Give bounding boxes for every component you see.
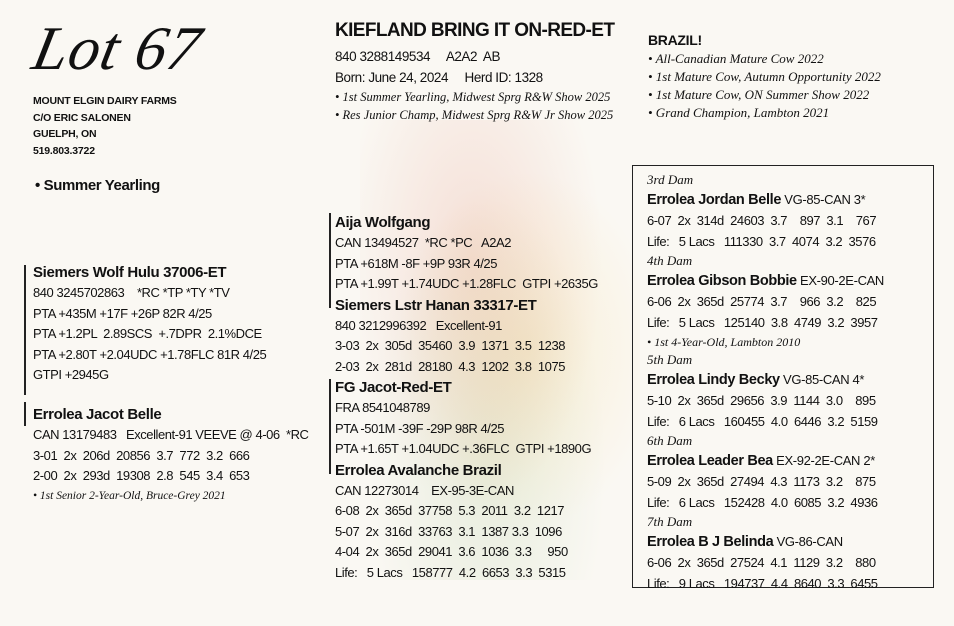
consignor-name: MOUNT ELGIN DAIRY FARMS — [33, 95, 177, 107]
dam-line: 6-08 2x 365d 37758 5.3 2011 3.2 1217 — [335, 503, 565, 518]
ds-sire-line: PTA +1.65T +1.04UDC +.36FLC GTPI +1890G — [335, 441, 592, 456]
sire-dam-award: • 1st Senior 2-Year-Old, Bruce-Grey 2021 — [33, 489, 226, 502]
dam-score: VG-85-CAN 4* — [779, 372, 865, 387]
dam-line: 4-04 2x 365d 29041 3.6 1036 3.3 950 — [335, 544, 568, 559]
dam-score: VG-85-CAN 3* — [781, 192, 866, 207]
dam-name: Errolea Leader Bea — [647, 453, 773, 469]
ss-sire-line: PTA +1.99T +1.74UDC +1.28FLC GTPI +2635G — [335, 276, 598, 291]
consignor-city: GUELPH, ON — [33, 128, 97, 140]
pedigree-bracket — [329, 213, 331, 308]
ss-sire-name: Aija Wolfgang — [335, 214, 431, 231]
sire-dam-line: 3-01 2x 206d 20856 3.7 772 3.2 666 — [33, 447, 250, 463]
dam-line: 5-07 2x 316d 33763 3.1 1387 3.3 1096 — [335, 523, 562, 539]
sire-block: Siemers Wolf Hulu 37006-ET 840 324570286… — [33, 262, 267, 386]
dam-family: 3rd Dam Errolea Jordan Belle VG-85-CAN 3… — [647, 171, 884, 594]
dam-record: 6-07 2x 314d 24603 3.7 897 3.1 767 — [647, 213, 877, 228]
animal-name: KIEFLAND BRING IT ON-RED-ET — [335, 20, 615, 41]
dam-award: • 1st Mature Cow, ON Summer Show 2022 — [648, 87, 870, 102]
dam-record: 6-06 2x 365d 27524 4.1 1129 3.2 880 — [647, 555, 876, 570]
sire-line: PTA +2.80T +2.04UDC +1.78FLC 81R 4/25 — [33, 346, 267, 362]
animal-id: 840 3288149534 A2A2 AB — [335, 49, 501, 64]
ds-sire-line: FRA 8541048789 — [335, 400, 430, 415]
dam-name: Errolea Gibson Bobbie — [647, 273, 797, 289]
consignor-phone: 519.803.3722 — [33, 144, 95, 157]
dam-awards-title: BRAZIL! — [648, 32, 702, 48]
animal-info: 840 3288149534 A2A2 AB Born: June 24, 20… — [335, 47, 613, 124]
pedigree-bracket — [329, 379, 331, 474]
sire-name: Siemers Wolf Hulu 37006-ET — [33, 264, 227, 281]
dam-record: 5-09 2x 365d 27494 4.3 1173 3.2 875 — [647, 474, 876, 489]
sire-dam-line: CAN 13179483 Excellent-91 VEEVE @ 4-06 *… — [33, 427, 309, 442]
category: • Summer Yearling — [35, 177, 160, 194]
dam-record: 6-06 2x 365d 25774 3.7 966 3.2 825 — [647, 294, 877, 309]
ss-dam-line: 2-03 2x 281d 28180 4.3 1202 3.8 1075 — [335, 358, 566, 374]
dam-name: Errolea B J Belinda — [647, 534, 774, 550]
animal-born: Born: June 24, 2024 Herd ID: 1328 — [335, 69, 543, 85]
ss-dam-line: 3-03 2x 305d 35460 3.9 1371 3.5 1238 — [335, 338, 566, 353]
ss-dam-line: 840 3212996392 Excellent-91 — [335, 317, 502, 333]
consignor-contact: C/O ERIC SALONEN — [33, 111, 131, 124]
dam-award: • Grand Champion, Lambton 2021 — [648, 105, 830, 120]
dam-name: Errolea Jordan Belle — [647, 192, 782, 208]
dam-score: VG-86-CAN — [773, 534, 844, 549]
ds-sire-name: FG Jacot-Red-ET — [335, 379, 452, 396]
dam-label: 6th Dam — [647, 433, 693, 448]
ss-sire-line: CAN 13494527 *RC *PC A2A2 — [335, 235, 512, 250]
dam-lifetime: Life: 5 Lacs 125140 3.8 4749 3.2 3957 — [647, 314, 878, 330]
middle-pedigree: Aija Wolfgang CAN 13494527 *RC *PC A2A2 … — [335, 212, 598, 583]
dam-awards: BRAZIL! • All-Canadian Mature Cow 2022 •… — [648, 32, 881, 122]
pedigree-bracket — [24, 402, 26, 426]
dam-label: 4th Dam — [647, 253, 693, 268]
sire-dam-line: 2-00 2x 293d 19308 2.8 545 3.4 653 — [33, 468, 250, 483]
dam-score: EX-90-2E-CAN — [796, 273, 884, 288]
sire-line: GTPI +2945G — [33, 367, 109, 382]
dam-lifetime: Life: 6 Lacs 160455 4.0 6446 3.2 5159 — [647, 413, 878, 429]
dam-name: Errolea Lindy Becky — [647, 372, 780, 388]
ds-sire-line: PTA -501M -39F -29P 98R 4/25 — [335, 420, 505, 436]
sire-dam-block: Errolea Jacot Belle CAN 13179483 Excelle… — [33, 404, 309, 505]
dam-label: 3rd Dam — [647, 172, 694, 187]
dam-score: EX-92-2E-CAN 2* — [772, 453, 875, 468]
dam-award: • 1st Mature Cow, Autumn Opportunity 202… — [648, 69, 881, 84]
dam-award: • 1st 4-Year-Old, Lambton 2010 — [647, 335, 801, 349]
sire-line: PTA +1.2PL 2.89SCS +.7DPR 2.1%DCE — [33, 326, 262, 341]
dam-line: Life: 5 Lacs 158777 4.2 6653 3.3 5315 — [335, 564, 566, 580]
dam-lifetime: Life: 9 Lacs 194737 4.4 8640 3.3 6455 — [647, 575, 878, 591]
dam-lifetime: Life: 5 Lacs 111330 3.7 4074 3.2 3576 — [647, 233, 876, 249]
animal-award: • 1st Summer Yearling, Midwest Sprg R&W … — [335, 90, 611, 104]
dam-lifetime: Life: 6 Lacs 152428 4.0 6085 3.2 4936 — [647, 494, 878, 510]
pedigree-bracket — [24, 265, 26, 395]
dam-line: CAN 12273014 EX-95-3E-CAN — [335, 482, 514, 498]
sire-line: PTA +435M +17F +26P 82R 4/25 — [33, 305, 212, 321]
dam-name: Errolea Avalanche Brazil — [335, 461, 502, 479]
dam-label: 7th Dam — [647, 514, 693, 529]
sire-dam-name: Errolea Jacot Belle — [33, 406, 162, 423]
dam-family-box — [632, 165, 934, 588]
dam-record: 5-10 2x 365d 29656 3.9 1144 3.0 895 — [647, 393, 876, 408]
dam-label: 5th Dam — [647, 352, 693, 367]
ss-dam-name: Siemers Lstr Hanan 33317-ET — [335, 296, 537, 314]
ss-sire-line: PTA +618M -8F +9P 93R 4/25 — [335, 255, 497, 271]
lot-number: Lot 67 — [26, 15, 208, 83]
dam-award: • All-Canadian Mature Cow 2022 — [648, 51, 824, 66]
animal-award: • Res Junior Champ, Midwest Sprg R&W Jr … — [335, 108, 614, 122]
sire-line: 840 3245702863 *RC *TP *TY *TV — [33, 285, 230, 300]
consignor-address: MOUNT ELGIN DAIRY FARMS C/O ERIC SALONEN… — [33, 93, 177, 159]
